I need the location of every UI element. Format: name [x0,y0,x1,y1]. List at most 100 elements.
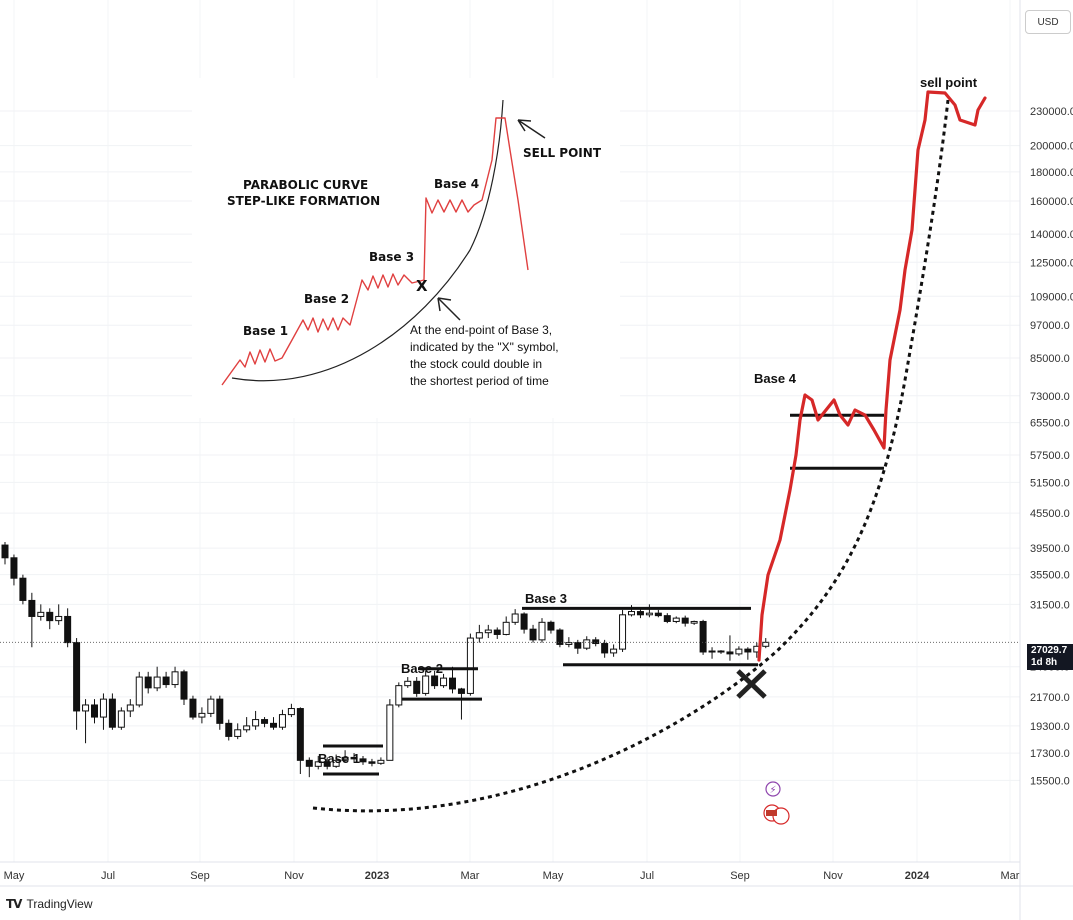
candle-body [305,759,313,767]
candle-body [82,704,90,712]
candle-body [529,628,537,641]
candle [314,755,322,770]
bar-countdown: 1d 8h [1031,657,1058,668]
price-tick-label: 45500.0 [1030,508,1070,520]
candle-body [404,680,412,687]
inset-title: STEP-LIKE FORMATION [227,194,380,208]
tradingview-icon: 𝗧𝗩 [6,897,23,911]
flag-stripes [766,810,777,816]
price-tick-label: 31500.0 [1030,599,1070,611]
candle [431,670,439,689]
candle-body [332,759,340,767]
candle-body [431,675,439,687]
base4-label: Base 4 [754,371,797,386]
price-tick-label: 21700.0 [1030,692,1070,704]
candle-body [359,758,367,763]
inset-note-line: indicated by the "X" symbol, [410,340,559,354]
candle [529,624,537,643]
candle-body [484,629,492,634]
candle [404,677,412,688]
candle [1,541,9,565]
candle-body [377,759,385,764]
time-tick-label: May [4,870,25,882]
candle [735,646,743,656]
base1-label: Base 1 [318,751,360,766]
candle [565,637,573,648]
candle [654,609,662,618]
candle-body [296,708,304,761]
candle [216,695,224,730]
last-price-value: 27029.7 [1031,645,1068,656]
candle [46,608,54,630]
candle [699,619,707,655]
time-axis[interactable]: May Jul Sep Nov 2023 Mar May Jul Sep Nov 2024 Mar [4,870,1020,882]
candle [359,755,367,765]
time-tick-label: Jul [101,870,115,882]
candle-body [243,725,251,731]
currency-selector[interactable]: USD [1025,10,1071,34]
candle-body [395,685,403,706]
candle-body [699,620,707,653]
annotation-overlays: Base 1 Base 2 Base 3 Base 4 sell point ⚡ [0,75,1020,825]
candle-body [162,676,170,686]
tradingview-brand: TradingView [26,897,93,911]
candle [744,647,752,660]
candle-body [278,714,286,728]
candle [261,717,269,728]
candle-body [135,676,143,706]
candle [502,616,510,636]
candle-body [153,676,161,689]
price-tick-label: 160000.0 [1030,196,1073,208]
candle-body [46,611,54,622]
candle-body [413,680,421,694]
candle [493,627,501,639]
tradingview-logo[interactable]: 𝗧𝗩 TradingView [6,897,93,911]
inset-x-arrow [437,297,461,321]
candle-body [198,712,206,718]
candle [162,671,170,688]
price-tick-label: 73000.0 [1030,391,1070,403]
candle-body [520,613,528,630]
candle [171,666,179,688]
candle [323,757,331,770]
candle-body [270,722,277,728]
candle [672,616,680,624]
inset-title: PARABOLIC CURVE [243,178,368,192]
candle-body [556,629,564,645]
candle-body [493,629,501,635]
candle-body [457,688,465,694]
candle-body [252,719,260,727]
candle [10,554,18,586]
candle-body [511,613,519,623]
x-marker-stroke [736,669,767,699]
candle-body [234,729,242,737]
candle [153,666,161,692]
candle-body [574,642,582,649]
parabolic-curve-inset: PARABOLIC CURVE STEP-LIKE FORMATION Base 1… [192,78,620,418]
candle-body [368,761,376,764]
lightning-glyph: ⚡ [769,785,776,796]
time-tick-label: Sep [190,870,210,882]
candle-body [126,704,134,712]
price-tick-label: 51500.0 [1030,477,1070,489]
candle-body [583,639,591,649]
candle-body [726,651,734,655]
inset-sell-label: SELL POINT [523,146,602,160]
candle-body [350,756,358,760]
candle [511,609,519,625]
candle-body [601,643,609,654]
candle [413,677,421,697]
candle [180,669,188,705]
candle [377,757,385,765]
candle [681,615,689,627]
candle-body [64,615,72,644]
candle [305,757,313,778]
candle-body [261,719,269,724]
candle [484,624,492,639]
candle-body [466,637,474,694]
candle [574,639,582,654]
price-axis[interactable]: 230000.0 200000.0 180000.0 160000.0 140000.0… [1030,106,1073,787]
candle [610,644,618,657]
lightning-icon [765,781,781,797]
